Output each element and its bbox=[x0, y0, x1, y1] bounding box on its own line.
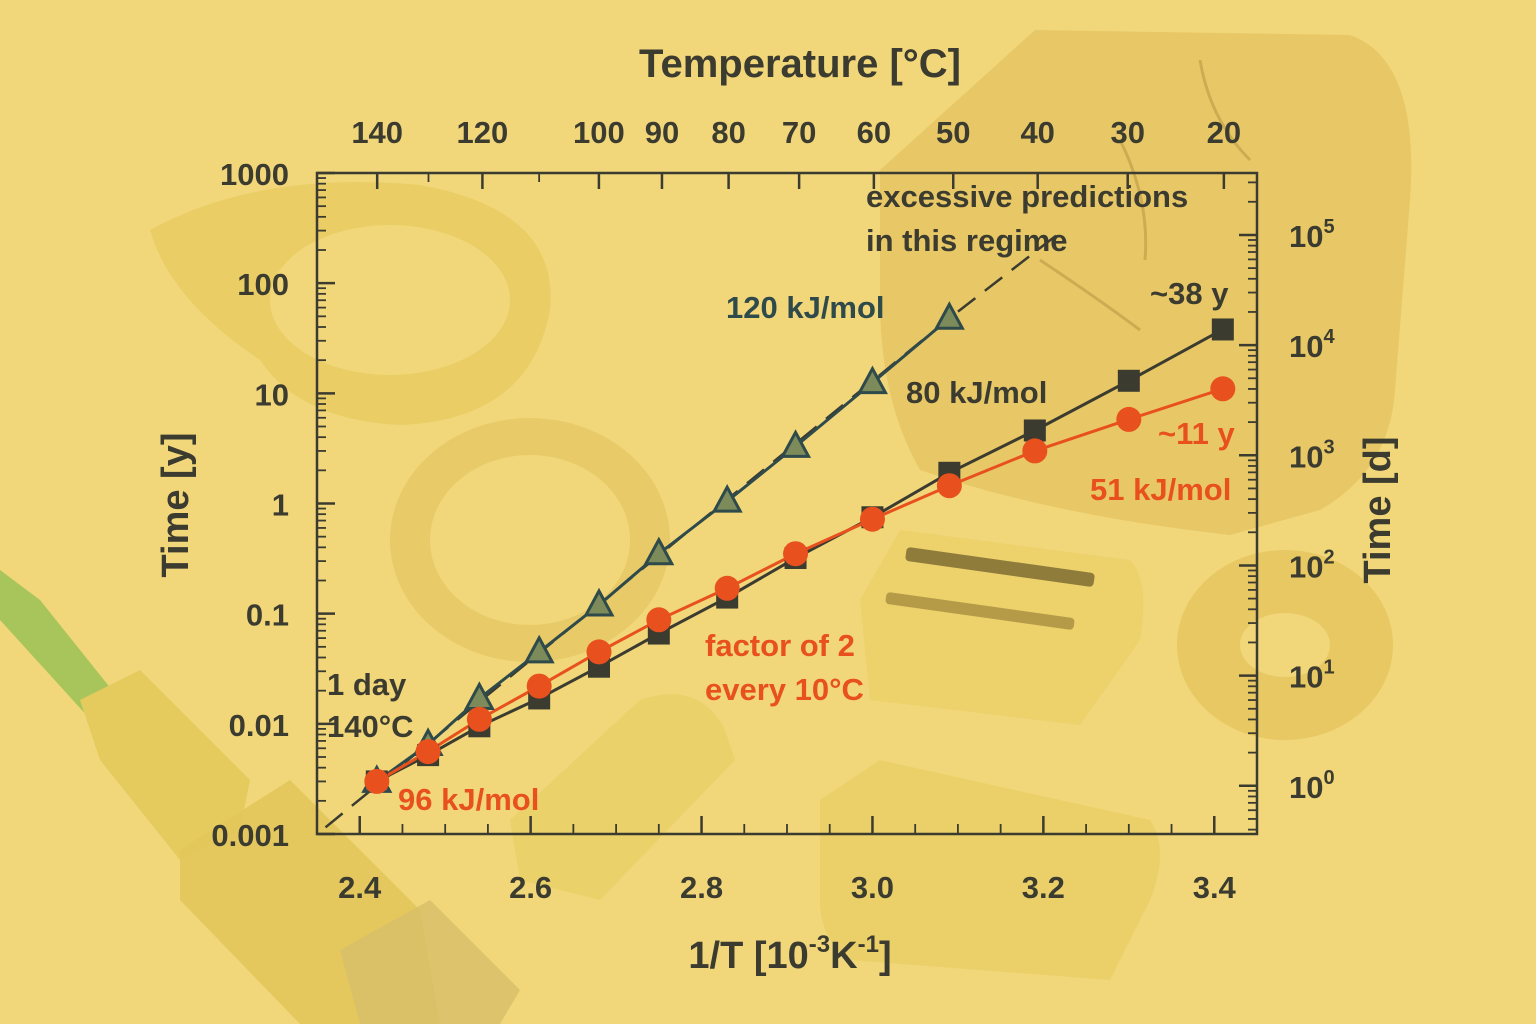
data-point-triangle bbox=[933, 301, 965, 330]
top-tick-label: 30 bbox=[1110, 115, 1144, 150]
label-excessive-line2: in this regime bbox=[866, 223, 1068, 258]
data-point-circle bbox=[1210, 376, 1236, 402]
right-tick-base: 10 bbox=[1289, 660, 1323, 695]
data-point-circle bbox=[714, 575, 740, 601]
extrapolation-dashed-line bbox=[324, 231, 1062, 829]
label-38-years: ~38 y bbox=[1150, 276, 1229, 311]
right-tick-base: 10 bbox=[1289, 770, 1323, 805]
x-axis-title-mid: K bbox=[830, 935, 858, 977]
left-tick-label: 0.01 bbox=[229, 708, 289, 743]
bottom-tick-label: 3.4 bbox=[1193, 870, 1237, 905]
x-axis-title-end: ] bbox=[879, 935, 892, 977]
data-point-triangle bbox=[643, 536, 675, 566]
label-51-kj: 51 kJ/mol bbox=[1090, 472, 1231, 507]
right-tick-exponent: 2 bbox=[1323, 546, 1334, 568]
right-tick-exponent: 0 bbox=[1323, 767, 1334, 789]
data-point-triangle bbox=[583, 587, 615, 617]
data-point-triangle bbox=[856, 365, 888, 395]
data-point-circle bbox=[466, 706, 492, 732]
x-axis-title-main: 1/T [10 bbox=[688, 935, 808, 977]
data-point-square bbox=[1211, 318, 1234, 341]
top-tick-label: 40 bbox=[1020, 115, 1054, 150]
top-tick-label: 100 bbox=[573, 115, 625, 150]
label-80-kj: 80 kJ/mol bbox=[906, 375, 1047, 410]
bottom-tick-label: 2.8 bbox=[680, 870, 723, 905]
label-excessive-line1: excessive predictions bbox=[866, 179, 1188, 214]
bottom-tick-label: 2.6 bbox=[509, 870, 552, 905]
top-tick-label: 70 bbox=[782, 115, 816, 150]
right-tick-label: 100 bbox=[1289, 767, 1335, 805]
data-point-circle bbox=[859, 506, 885, 532]
data-point-circle bbox=[526, 673, 552, 699]
top-tick-label: 50 bbox=[936, 115, 970, 150]
right-tick-exponent: 4 bbox=[1323, 326, 1335, 348]
top-tick-label: 80 bbox=[711, 115, 745, 150]
data-point-triangle bbox=[523, 634, 555, 664]
bottom-tick-label: 3.2 bbox=[1022, 870, 1065, 905]
data-point-circle bbox=[646, 607, 672, 633]
top-tick-label: 90 bbox=[645, 115, 679, 150]
right-tick-label: 102 bbox=[1289, 546, 1335, 584]
right-tick-exponent: 3 bbox=[1323, 436, 1334, 458]
top-tick-label: 60 bbox=[857, 115, 891, 150]
left-tick-label: 10 bbox=[255, 377, 289, 412]
data-point-triangle bbox=[780, 429, 812, 458]
right-tick-label: 105 bbox=[1289, 216, 1335, 254]
label-one-day-line1: 1 day bbox=[327, 667, 407, 702]
data-point-circle bbox=[415, 739, 441, 765]
top-tick-label: 140 bbox=[351, 115, 403, 150]
left-tick-label: 100 bbox=[237, 267, 289, 302]
label-96-kj: 96 kJ/mol bbox=[398, 782, 539, 817]
label-11-years: ~11 y bbox=[1158, 416, 1235, 451]
right-tick-label: 103 bbox=[1289, 436, 1335, 474]
right-tick-label: 101 bbox=[1289, 657, 1335, 695]
left-tick-label: 0.001 bbox=[211, 818, 289, 853]
data-point-triangle bbox=[711, 484, 743, 513]
bottom-tick-label: 2.4 bbox=[338, 870, 382, 905]
top-tick-label: 20 bbox=[1207, 115, 1241, 150]
label-120-kj: 120 kJ/mol bbox=[726, 290, 885, 325]
data-point-triangle bbox=[463, 681, 495, 710]
data-point-circle bbox=[1116, 406, 1142, 432]
right-axis-title: Time [d] bbox=[1357, 436, 1399, 583]
right-tick-base: 10 bbox=[1289, 219, 1323, 254]
right-tick-exponent: 5 bbox=[1323, 216, 1334, 238]
data-point-circle bbox=[586, 639, 612, 665]
left-tick-label: 1000 bbox=[220, 157, 289, 192]
data-point-square bbox=[1023, 419, 1046, 442]
x-axis-title-exp2: -1 bbox=[858, 931, 879, 958]
left-tick-label: 0.1 bbox=[246, 598, 289, 633]
data-point-circle bbox=[1022, 438, 1048, 464]
right-tick-base: 10 bbox=[1289, 329, 1323, 364]
x-axis-title: 1/T [10-3K-1] bbox=[688, 931, 891, 977]
data-point-circle bbox=[783, 541, 809, 567]
right-tick-exponent: 1 bbox=[1323, 657, 1334, 679]
right-tick-base: 10 bbox=[1289, 439, 1323, 474]
right-tick-base: 10 bbox=[1289, 549, 1323, 584]
series-line-triangle bbox=[375, 317, 951, 783]
right-tick-label: 104 bbox=[1289, 326, 1335, 364]
top-axis-title: Temperature [°C] bbox=[639, 42, 961, 86]
plot-marks bbox=[324, 231, 1236, 829]
x-axis-title-exp1: -3 bbox=[809, 931, 830, 958]
label-factor-line1: factor of 2 bbox=[705, 628, 855, 663]
data-point-square bbox=[1117, 369, 1140, 392]
top-tick-label: 120 bbox=[457, 115, 509, 150]
bottom-tick-label: 3.0 bbox=[851, 870, 894, 905]
data-point-circle bbox=[364, 768, 390, 794]
data-point-circle bbox=[936, 473, 962, 499]
label-factor-line2: every 10°C bbox=[705, 672, 864, 707]
label-one-day-line2: 140°C bbox=[327, 709, 414, 744]
left-axis-title: Time [y] bbox=[155, 432, 197, 577]
left-tick-label: 1 bbox=[272, 488, 289, 523]
